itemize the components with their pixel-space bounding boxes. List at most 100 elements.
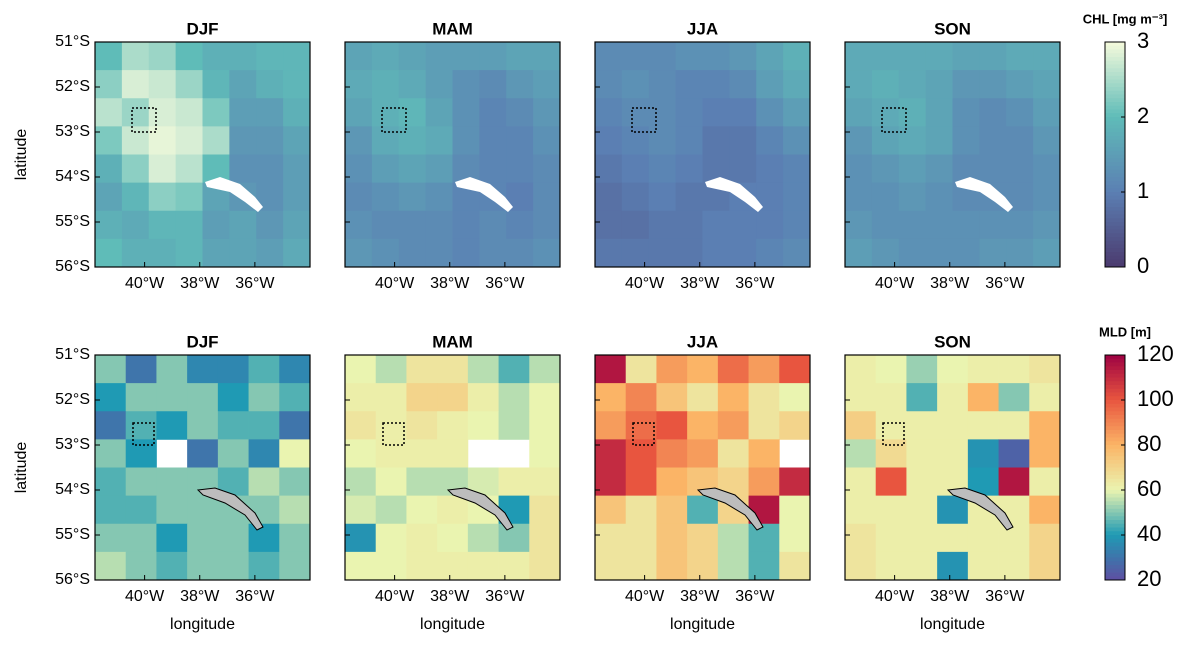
- colorbar-step: [1105, 460, 1125, 465]
- cell: [621, 98, 650, 127]
- cell: [625, 411, 657, 440]
- colorbar-step: [1105, 117, 1125, 122]
- cell: [229, 126, 257, 155]
- cell: [437, 383, 469, 412]
- cell: [125, 495, 157, 525]
- cell: [687, 411, 719, 440]
- colorbar-step: [1105, 411, 1125, 416]
- cell: [479, 42, 507, 71]
- cell: [845, 439, 877, 468]
- y-tick-label: 51°S: [55, 33, 90, 50]
- cell: [406, 439, 438, 468]
- cell: [648, 154, 677, 184]
- cell: [229, 42, 257, 71]
- cell: [875, 355, 907, 384]
- y-tick-label: 53°S: [55, 436, 90, 453]
- cell: [998, 355, 1030, 384]
- x-tick-label: 40°W: [125, 275, 165, 292]
- cell: [125, 355, 157, 384]
- cell: [217, 439, 249, 468]
- cell: [256, 126, 284, 155]
- cell: [406, 495, 438, 525]
- cell: [845, 551, 877, 581]
- cell: [256, 238, 284, 268]
- cell: [925, 126, 953, 155]
- colorbar-step: [1105, 184, 1125, 189]
- island: [196, 487, 264, 531]
- cell: [937, 355, 969, 384]
- cell: [595, 238, 623, 268]
- cell: [1033, 154, 1061, 184]
- cell: [95, 182, 123, 212]
- cell: [925, 42, 953, 71]
- cell: [729, 238, 757, 268]
- cell: [756, 126, 784, 155]
- x-tick-label: 36°W: [235, 588, 275, 605]
- cell: [783, 154, 811, 184]
- cell: [148, 126, 177, 155]
- cell: [845, 355, 877, 384]
- colorbar-step: [1105, 493, 1125, 498]
- island: [705, 177, 763, 212]
- cell: [875, 551, 907, 581]
- cell: [156, 467, 188, 497]
- colorbar-step: [1105, 255, 1125, 260]
- cell: [621, 126, 650, 155]
- cell: [979, 42, 1007, 71]
- panel-frame: [844, 354, 1061, 581]
- colorbar-step: [1105, 143, 1125, 148]
- colorbar-tick-label: 3: [1137, 28, 1149, 53]
- cell: [937, 383, 969, 412]
- cell: [906, 467, 938, 497]
- colorbar-label: CHL [mg m⁻³]: [1083, 11, 1168, 26]
- colorbar-step: [1105, 45, 1125, 50]
- island: [446, 487, 514, 531]
- cell: [702, 154, 730, 184]
- cell: [256, 154, 284, 184]
- colorbar-label: MLD [m]: [1099, 324, 1151, 339]
- colorbar-step: [1105, 120, 1125, 125]
- colorbar-step: [1105, 154, 1125, 159]
- colorbar-step: [1105, 162, 1125, 167]
- cell: [779, 355, 811, 384]
- cell: [979, 154, 1007, 184]
- colorbar-tick-label: 20: [1137, 566, 1161, 591]
- cell: [845, 523, 877, 553]
- cell: [375, 551, 407, 581]
- cell: [1033, 70, 1061, 99]
- cell: [875, 439, 907, 468]
- cell: [648, 70, 677, 99]
- cell: [729, 42, 757, 71]
- cell: [187, 383, 219, 412]
- cell: [783, 70, 811, 99]
- cell: [148, 70, 177, 99]
- cell: [648, 98, 677, 127]
- cell: [437, 411, 469, 440]
- colorbar-step: [1105, 195, 1125, 200]
- colorbar-step: [1105, 68, 1125, 73]
- cell: [898, 42, 927, 71]
- y-tick-label: 51°S: [55, 346, 90, 363]
- cell: [467, 411, 499, 440]
- x-tick-label: 36°W: [985, 588, 1025, 605]
- colorbar-step: [1105, 72, 1125, 77]
- cell: [345, 98, 373, 127]
- cell: [248, 411, 280, 440]
- cell: [998, 383, 1030, 412]
- panel-frame: [594, 41, 811, 268]
- cell: [452, 126, 480, 155]
- cell: [279, 355, 311, 384]
- cell: [898, 98, 927, 127]
- cell: [702, 70, 730, 99]
- cell: [371, 126, 400, 155]
- cell: [1006, 70, 1034, 99]
- colorbar-step: [1105, 370, 1125, 375]
- cell: [621, 182, 650, 212]
- cell: [533, 210, 561, 240]
- colorbar-step: [1105, 508, 1125, 513]
- cell: [187, 439, 219, 468]
- cell: [967, 523, 999, 553]
- cell: [1029, 383, 1061, 412]
- colorbar-step: [1105, 90, 1125, 95]
- colorbar-step: [1105, 486, 1125, 491]
